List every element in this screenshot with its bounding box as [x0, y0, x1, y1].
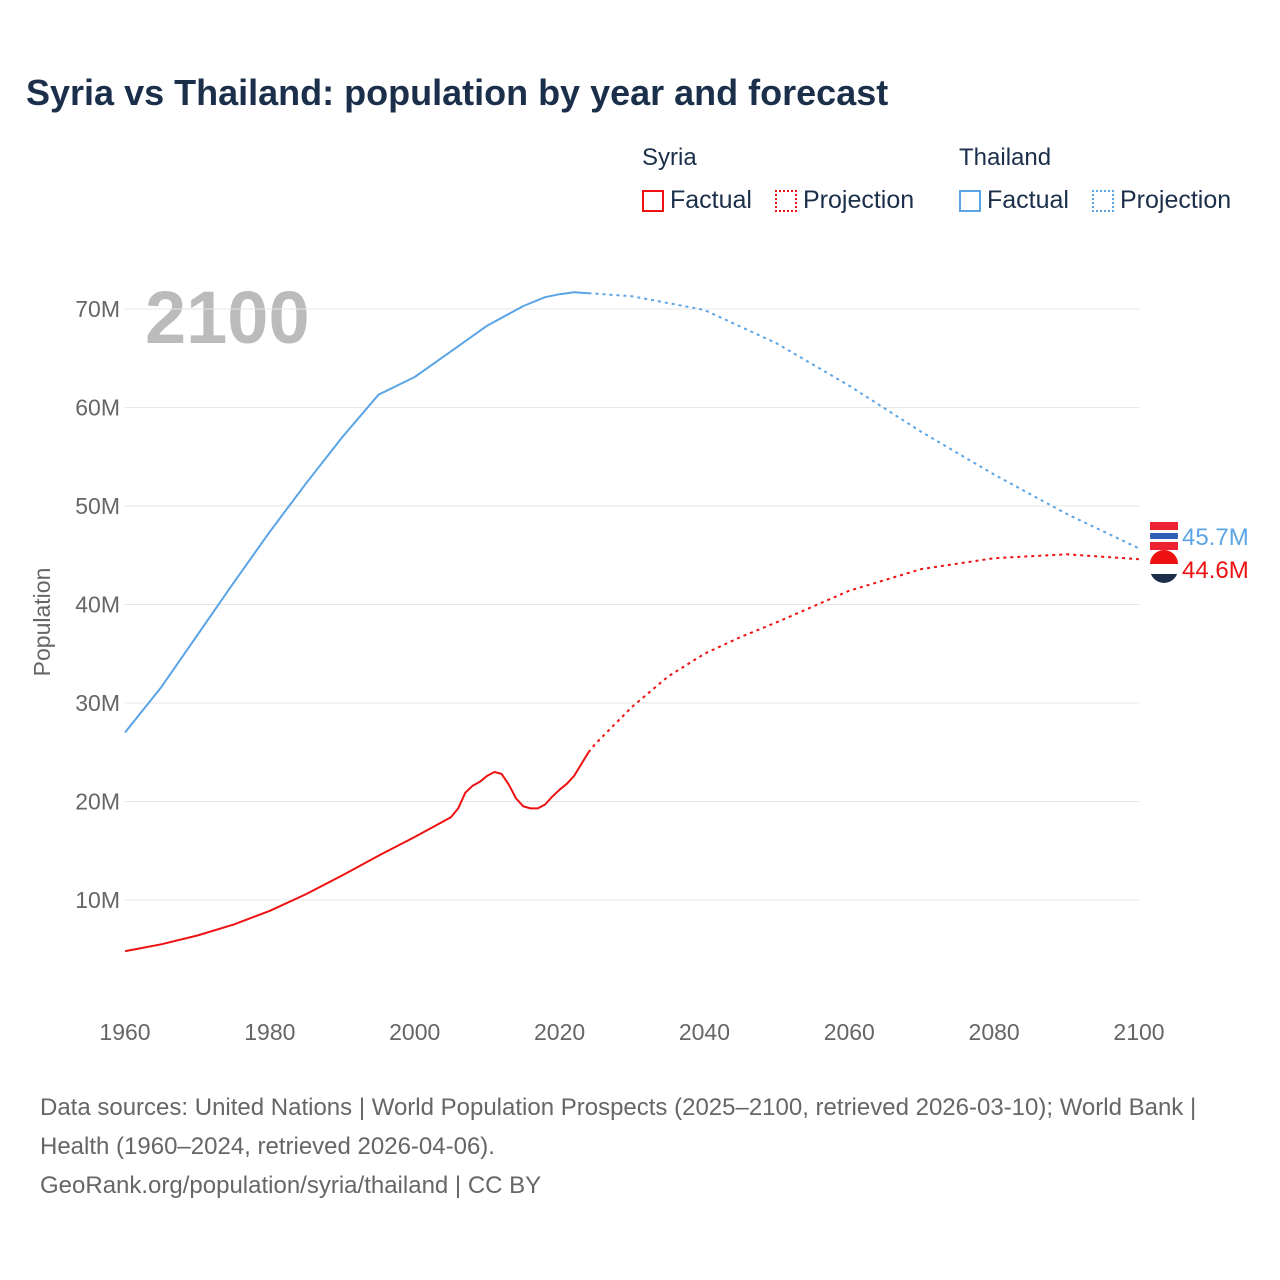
x-tick-label: 1960 — [99, 1019, 150, 1045]
flag-stripe — [1150, 530, 1178, 533]
legend-label: Factual — [670, 186, 752, 214]
thailand-projection-line — [588, 292, 1140, 550]
legend-group-thailand: Thailand — [959, 144, 1052, 171]
y-tick-label: 50M — [75, 493, 120, 519]
legend-swatch — [1092, 189, 1114, 212]
x-tick-label: 2060 — [824, 1019, 875, 1045]
legend-label: Projection — [803, 186, 915, 214]
y-tick-label: 10M — [75, 887, 120, 913]
thailand-end-label: 45.7M — [1182, 524, 1249, 551]
legend-label: Factual — [987, 186, 1069, 214]
y-tick-label: 40M — [75, 592, 120, 618]
y-tick-label: 30M — [75, 690, 120, 716]
flag-stripe — [1150, 539, 1178, 542]
legend-label: Projection — [1120, 186, 1232, 214]
x-tick-label: 1980 — [244, 1019, 295, 1045]
syria-end-label: 44.6M — [1182, 557, 1249, 584]
legend-swatch — [775, 189, 797, 212]
legend-swatch — [959, 189, 981, 212]
legend-syria-factual[interactable]: Factual — [642, 186, 752, 215]
y-tick-label: 60M — [75, 395, 120, 421]
flag-stripe — [1150, 542, 1178, 550]
legend-swatch — [642, 189, 664, 212]
legend-thailand-projection[interactable]: Projection — [1092, 186, 1231, 215]
flag-stripe — [1150, 564, 1178, 574]
x-tick-label: 2080 — [969, 1019, 1020, 1045]
x-tick-label: 2000 — [389, 1019, 440, 1045]
thailand-factual-line — [124, 291, 589, 734]
x-tick-label: 2020 — [534, 1019, 585, 1045]
syria-projection-line — [587, 553, 1140, 753]
x-tick-label: 2100 — [1113, 1019, 1164, 1045]
syria-factual-line — [124, 751, 590, 953]
data-sources: Data sources: United Nations | World Pop… — [40, 1094, 1197, 1160]
x-tick-label: 2040 — [679, 1019, 730, 1045]
year-watermark: 2100 — [145, 276, 310, 359]
legend-thailand-factual[interactable]: Factual — [959, 186, 1069, 215]
y-axis-label: Population — [29, 568, 55, 677]
legend-syria-projection[interactable]: Projection — [775, 186, 914, 215]
flag-stripe — [1150, 522, 1178, 530]
legend-group-syria: Syria — [642, 144, 697, 171]
chart-title: Syria vs Thailand: population by year an… — [26, 72, 889, 113]
y-tick-label: 20M — [75, 789, 120, 815]
y-tick-label: 70M — [75, 296, 120, 322]
footer: Data sources: United Nations | World Pop… — [40, 1088, 1240, 1205]
source-link[interactable]: GeoRank.org/population/syria/thailand | … — [40, 1172, 542, 1199]
flag-stripe — [1150, 550, 1178, 564]
